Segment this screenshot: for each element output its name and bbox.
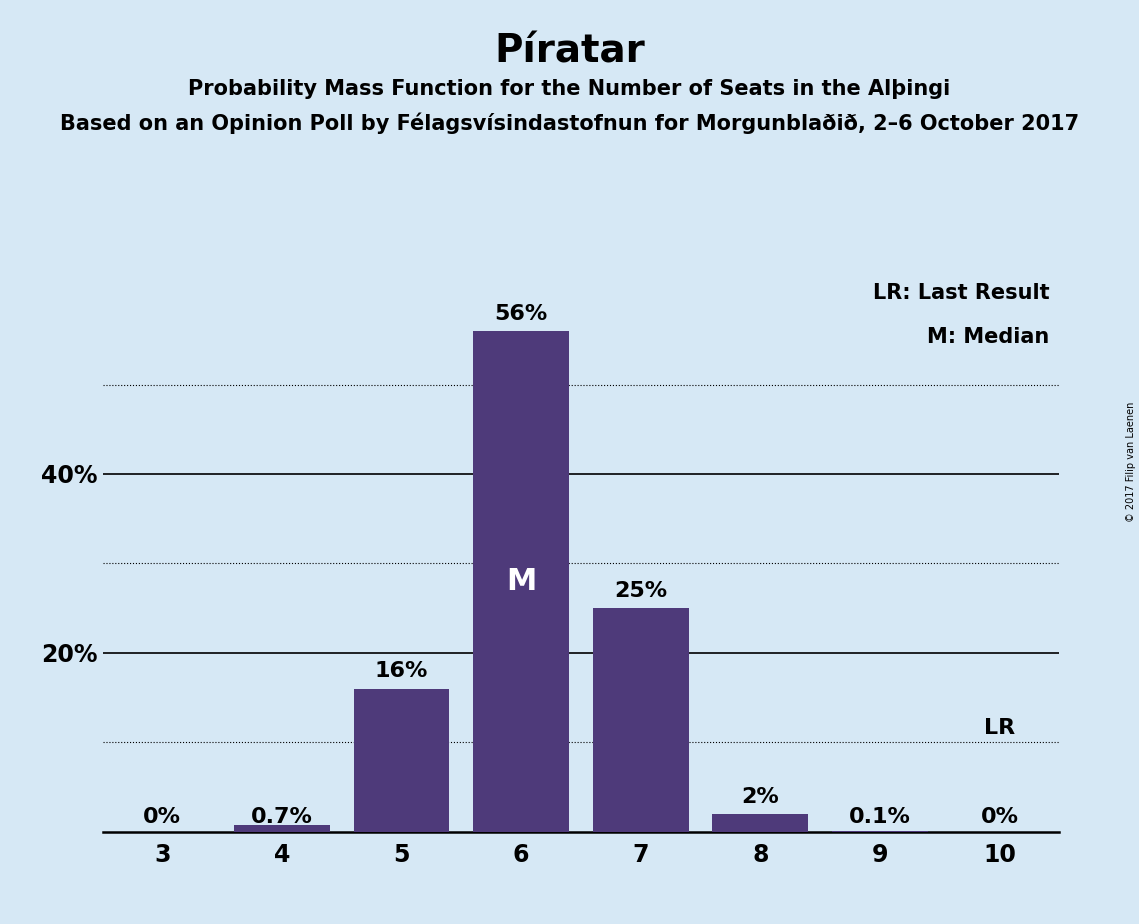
Bar (474, 331, 568, 832)
Text: 16%: 16% (375, 662, 428, 681)
Text: Píratar: Píratar (494, 32, 645, 70)
Bar (235, 825, 330, 832)
Bar (353, 688, 449, 832)
Text: LR: Last Result: LR: Last Result (874, 283, 1050, 303)
Text: 0.7%: 0.7% (251, 808, 313, 827)
Text: 0.1%: 0.1% (849, 808, 911, 827)
Text: 0%: 0% (981, 808, 1018, 827)
Bar (712, 814, 808, 832)
Text: © 2017 Filip van Laenen: © 2017 Filip van Laenen (1126, 402, 1136, 522)
Text: 25%: 25% (614, 581, 667, 601)
Text: 56%: 56% (494, 304, 548, 323)
Bar (593, 608, 688, 832)
Text: Based on an Opinion Poll by Félagsvísindastofnun for Morgunblaðið, 2–6 October 2: Based on an Opinion Poll by Félagsvísind… (60, 113, 1079, 134)
Text: M: Median: M: Median (927, 327, 1050, 347)
Text: Probability Mass Function for the Number of Seats in the Alþingi: Probability Mass Function for the Number… (188, 79, 951, 99)
Text: LR: LR (984, 718, 1015, 737)
Text: 0%: 0% (144, 808, 181, 827)
Text: M: M (506, 566, 536, 596)
Text: 2%: 2% (741, 786, 779, 807)
